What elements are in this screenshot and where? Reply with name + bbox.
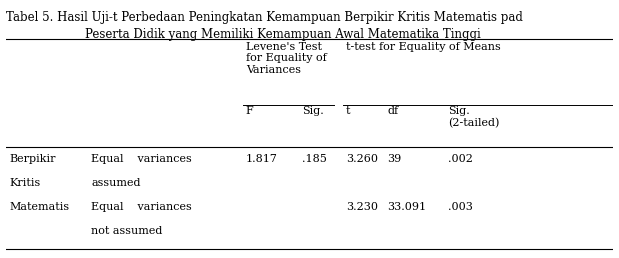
Text: Sig.: Sig. — [302, 106, 324, 116]
Text: Tabel 5. Hasil Uji-t Perbedaan Peningkatan Kemampuan Berpikir Kritis Matematis p: Tabel 5. Hasil Uji-t Perbedaan Peningkat… — [6, 11, 523, 25]
Text: Equal    variances: Equal variances — [91, 154, 192, 164]
Text: Matematis: Matematis — [9, 202, 69, 212]
Text: 39: 39 — [387, 154, 401, 164]
Text: assumed: assumed — [91, 178, 141, 188]
Text: Peserta Didik yang Memiliki Kemampuan Awal Matematika Tinggi: Peserta Didik yang Memiliki Kemampuan Aw… — [85, 28, 481, 41]
Text: Berpikir: Berpikir — [9, 154, 56, 164]
Text: .185: .185 — [302, 154, 327, 164]
Text: 3.230: 3.230 — [346, 202, 378, 212]
Text: df: df — [387, 106, 398, 116]
Text: 33.091: 33.091 — [387, 202, 426, 212]
Text: t: t — [346, 106, 350, 116]
Text: Sig.
(2-tailed): Sig. (2-tailed) — [448, 106, 499, 128]
Text: F: F — [246, 106, 254, 116]
Text: 3.260: 3.260 — [346, 154, 378, 164]
Text: .003: .003 — [448, 202, 473, 212]
Text: 1.817: 1.817 — [246, 154, 278, 164]
Text: Levene's Test
for Equality of
Variances: Levene's Test for Equality of Variances — [246, 42, 327, 75]
Text: Equal    variances: Equal variances — [91, 202, 192, 212]
Text: Kritis: Kritis — [9, 178, 40, 188]
Text: not assumed: not assumed — [91, 226, 163, 236]
Text: .002: .002 — [448, 154, 473, 164]
Text: t-test for Equality of Means: t-test for Equality of Means — [346, 42, 501, 52]
